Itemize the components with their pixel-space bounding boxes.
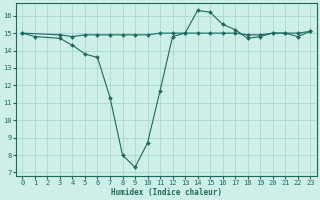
- X-axis label: Humidex (Indice chaleur): Humidex (Indice chaleur): [111, 188, 222, 197]
